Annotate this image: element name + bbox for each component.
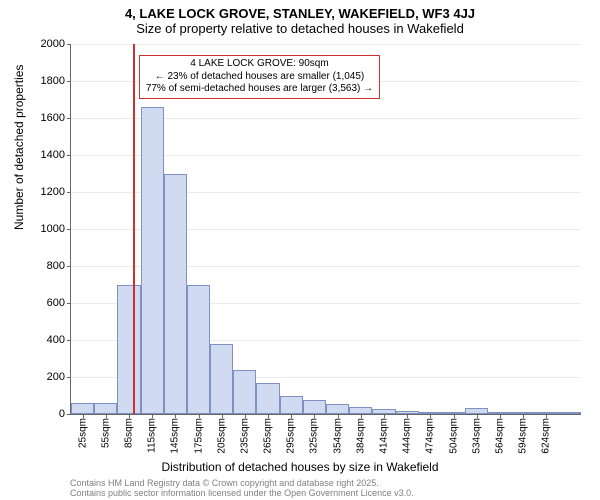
ytick-label: 1000 — [41, 223, 71, 235]
x-axis-label: Distribution of detached houses by size … — [0, 460, 600, 474]
annotation-box: 4 LAKE LOCK GROVE: 90sqm← 23% of detache… — [139, 55, 380, 99]
xtick-label: 504sqm — [448, 414, 459, 454]
footer-attribution: Contains HM Land Registry data © Crown c… — [70, 478, 414, 499]
xtick-label: 115sqm — [147, 414, 158, 453]
annotation-line1: 4 LAKE LOCK GROVE: 90sqm — [146, 58, 373, 71]
xtick-label: 205sqm — [216, 414, 227, 454]
xtick-label: 444sqm — [402, 414, 413, 454]
xtick-label: 594sqm — [518, 414, 529, 454]
xtick-label: 414sqm — [378, 414, 389, 454]
xtick-label: 145sqm — [170, 414, 181, 454]
ytick-label: 0 — [59, 408, 71, 420]
xtick-label: 235sqm — [239, 414, 250, 454]
xtick-label: 354sqm — [332, 414, 343, 454]
histogram-bar — [558, 412, 581, 414]
histogram-bar — [164, 174, 187, 415]
xtick-label: 624sqm — [541, 414, 552, 454]
xtick-label: 325sqm — [309, 414, 320, 454]
annotation-line3: 77% of semi-detached houses are larger (… — [146, 83, 373, 96]
ytick-label: 400 — [47, 334, 71, 346]
ytick-label: 1600 — [41, 112, 71, 124]
plot-area: 020040060080010001200140016001800200025s… — [70, 44, 581, 415]
histogram-bar — [233, 370, 256, 414]
ytick-label: 2000 — [41, 38, 71, 50]
chart-title-sub: Size of property relative to detached ho… — [0, 21, 600, 40]
ytick-label: 600 — [47, 297, 71, 309]
property-marker-line — [133, 44, 135, 414]
histogram-bar — [349, 407, 372, 414]
xtick-label: 265sqm — [263, 414, 274, 454]
ytick-label: 1800 — [41, 75, 71, 87]
ytick-label: 1400 — [41, 149, 71, 161]
xtick-label: 25sqm — [77, 414, 88, 448]
histogram-bar — [71, 403, 94, 414]
histogram-bar — [117, 285, 140, 415]
xtick-label: 384sqm — [355, 414, 366, 454]
xtick-label: 295sqm — [286, 414, 297, 454]
footer-line-2: Contains public sector information licen… — [70, 488, 414, 498]
xtick-label: 564sqm — [494, 414, 505, 454]
histogram-bar — [210, 344, 233, 414]
ytick-label: 1200 — [41, 186, 71, 198]
annotation-line2: ← 23% of detached houses are smaller (1,… — [146, 71, 373, 84]
histogram-bar — [326, 404, 349, 414]
histogram-bar — [94, 403, 117, 414]
histogram-bar — [141, 107, 164, 414]
y-axis-label: Number of detached properties — [12, 65, 26, 230]
footer-line-1: Contains HM Land Registry data © Crown c… — [70, 478, 414, 488]
xtick-label: 534sqm — [471, 414, 482, 454]
xtick-label: 55sqm — [100, 414, 111, 448]
xtick-label: 474sqm — [425, 414, 436, 454]
histogram-bar — [187, 285, 210, 415]
gridline — [71, 44, 581, 45]
chart-container: 4, LAKE LOCK GROVE, STANLEY, WAKEFIELD, … — [0, 0, 600, 500]
histogram-bar — [256, 383, 279, 414]
chart-title-main: 4, LAKE LOCK GROVE, STANLEY, WAKEFIELD, … — [0, 0, 600, 21]
ytick-label: 200 — [47, 371, 71, 383]
histogram-bar — [303, 400, 326, 414]
xtick-label: 175sqm — [193, 414, 204, 454]
histogram-bar — [280, 396, 303, 415]
xtick-label: 85sqm — [123, 414, 134, 448]
ytick-label: 800 — [47, 260, 71, 272]
